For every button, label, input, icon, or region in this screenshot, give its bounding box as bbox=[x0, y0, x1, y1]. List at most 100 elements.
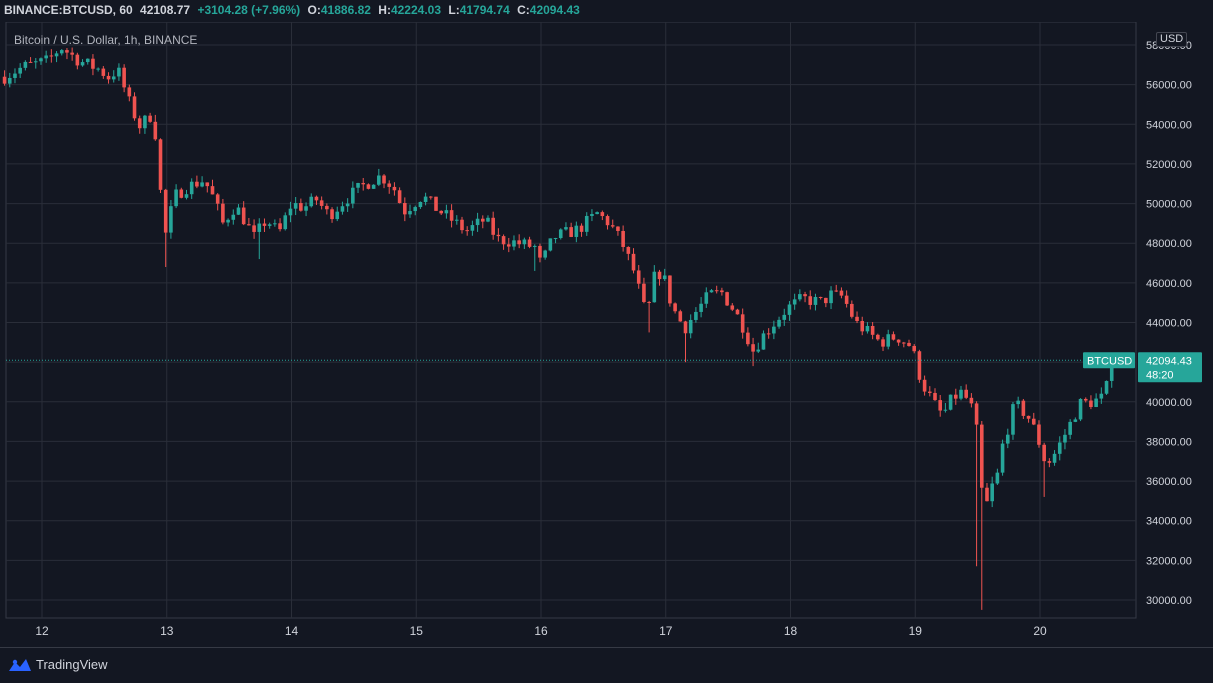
candle-body bbox=[1052, 453, 1057, 463]
candle-body bbox=[403, 203, 407, 215]
candle-body bbox=[610, 225, 615, 227]
candle-body bbox=[247, 224, 251, 226]
candle-body bbox=[252, 225, 256, 232]
candle-body bbox=[49, 55, 54, 57]
candle-body bbox=[995, 472, 1000, 484]
candle-body bbox=[714, 290, 719, 292]
candle-body bbox=[798, 294, 802, 300]
candle-body bbox=[626, 246, 631, 254]
candle-body bbox=[943, 409, 948, 411]
candle-body bbox=[340, 206, 345, 212]
candle-body bbox=[434, 196, 438, 211]
candle-body bbox=[506, 244, 511, 247]
candle-body bbox=[543, 250, 547, 258]
bar-countdown: 48:20 bbox=[1146, 369, 1174, 381]
candle-body bbox=[548, 238, 553, 251]
candle-body bbox=[917, 351, 922, 380]
candle-body bbox=[1047, 461, 1052, 463]
candle-body bbox=[517, 240, 521, 245]
candle-body bbox=[418, 201, 423, 208]
candle-body bbox=[647, 301, 651, 303]
candle-body bbox=[413, 207, 418, 212]
candle-body bbox=[1089, 400, 1093, 407]
symbol-name[interactable]: BINANCE:BTCUSD, 60 bbox=[4, 3, 133, 17]
candle-body bbox=[652, 271, 657, 303]
candle-body bbox=[174, 189, 178, 207]
candle-body bbox=[117, 67, 121, 77]
candle-body bbox=[751, 344, 755, 352]
candle-body bbox=[1078, 398, 1083, 420]
price-axis[interactable]: 30000.00 32000.00 34000.00 36000.00 38000.00… bbox=[1146, 40, 1192, 607]
candle-body bbox=[1037, 424, 1041, 445]
price-tick-label: 54000.00 bbox=[1146, 119, 1192, 131]
candle-body bbox=[922, 379, 927, 392]
candle-body bbox=[262, 223, 267, 226]
candle-body bbox=[740, 314, 745, 333]
candle-body bbox=[735, 309, 740, 315]
candle-body bbox=[782, 314, 787, 320]
candle-body bbox=[314, 196, 319, 201]
time-tick-label: 12 bbox=[35, 624, 49, 638]
candle-body bbox=[746, 332, 750, 345]
candle-body bbox=[704, 292, 709, 304]
plot-frame bbox=[5, 22, 1137, 619]
tradingview-brand: TradingView bbox=[36, 657, 108, 672]
candle-body bbox=[429, 196, 433, 198]
candle-body bbox=[460, 219, 464, 231]
time-tick-label: 20 bbox=[1033, 624, 1047, 638]
candle-body bbox=[143, 115, 147, 129]
candle-body bbox=[59, 50, 64, 54]
candle-body bbox=[584, 215, 589, 232]
candle-body bbox=[449, 210, 454, 221]
high-label: H: bbox=[378, 3, 391, 17]
candle-body bbox=[1063, 434, 1067, 443]
close-value: 42094.43 bbox=[529, 3, 580, 17]
candle-body bbox=[512, 240, 516, 247]
candle-body bbox=[392, 186, 397, 191]
candle-body bbox=[933, 392, 937, 401]
candle-body bbox=[694, 311, 698, 320]
candle-body bbox=[1000, 443, 1005, 473]
candle-body bbox=[553, 238, 558, 240]
currency-unit-button[interactable]: USD bbox=[1156, 32, 1188, 47]
candle-body bbox=[657, 271, 662, 280]
candle-body bbox=[454, 219, 459, 221]
candle-body bbox=[673, 303, 677, 312]
candle-body bbox=[907, 342, 911, 346]
candles bbox=[2, 47, 1114, 610]
candle-body bbox=[725, 292, 729, 306]
candle-body bbox=[881, 339, 885, 347]
candle-body bbox=[1042, 444, 1046, 462]
candle-body bbox=[501, 236, 506, 245]
candle-body bbox=[974, 403, 979, 425]
candle-body bbox=[153, 121, 158, 140]
price-tick-label: 32000.00 bbox=[1146, 555, 1192, 567]
candle-body bbox=[111, 76, 116, 80]
tradingview-logo-icon bbox=[9, 658, 31, 671]
candle-body bbox=[1016, 400, 1020, 405]
candle-body bbox=[288, 208, 293, 216]
candle-body bbox=[330, 209, 334, 220]
candle-body bbox=[189, 181, 194, 195]
candle-body bbox=[309, 196, 314, 207]
candle-body bbox=[564, 227, 568, 230]
time-axis[interactable]: 12 13 14 15 16 17 18 19 20 bbox=[35, 624, 1047, 638]
tradingview-logo[interactable]: TradingView bbox=[8, 657, 108, 672]
chart-area[interactable]: 30000.00 32000.00 34000.00 36000.00 38000.00… bbox=[0, 22, 1213, 647]
candle-body bbox=[683, 321, 688, 334]
candle-body bbox=[574, 225, 579, 237]
candle-body bbox=[408, 211, 412, 215]
candle-body bbox=[938, 400, 942, 411]
candle-body bbox=[80, 62, 85, 66]
price-tick-label: 30000.00 bbox=[1146, 595, 1192, 607]
candle-body bbox=[122, 67, 126, 88]
candle-body bbox=[18, 67, 22, 74]
price-chart[interactable]: 30000.00 32000.00 34000.00 36000.00 38000.00… bbox=[0, 22, 1213, 647]
candle-body bbox=[829, 290, 833, 304]
candle-body bbox=[221, 203, 225, 223]
candle-body bbox=[387, 183, 392, 187]
candle-body bbox=[7, 77, 12, 84]
candle-body bbox=[299, 203, 303, 211]
low-label: L: bbox=[448, 3, 460, 17]
candle-body bbox=[709, 290, 714, 293]
